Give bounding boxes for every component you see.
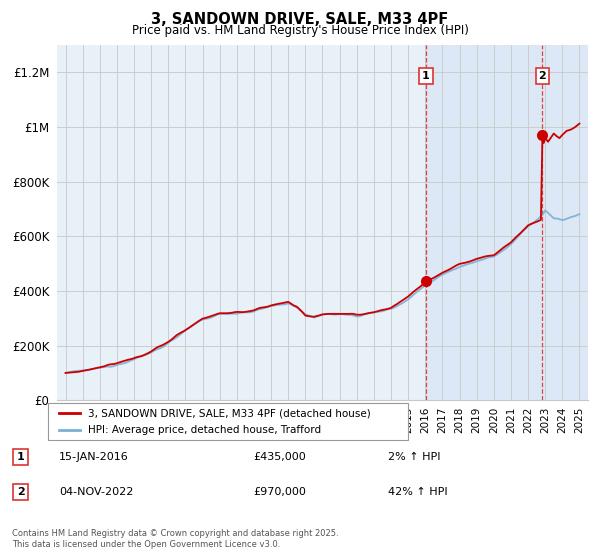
Text: 1: 1 bbox=[17, 452, 25, 462]
Text: 2: 2 bbox=[539, 71, 547, 81]
Bar bbox=[426, 45, 542, 400]
Text: 42% ↑ HPI: 42% ↑ HPI bbox=[388, 487, 448, 497]
FancyBboxPatch shape bbox=[48, 403, 408, 440]
Text: Contains HM Land Registry data © Crown copyright and database right 2025.
This d: Contains HM Land Registry data © Crown c… bbox=[12, 529, 338, 549]
Text: HPI: Average price, detached house, Trafford: HPI: Average price, detached house, Traf… bbox=[88, 425, 321, 435]
Text: 15-JAN-2016: 15-JAN-2016 bbox=[59, 452, 128, 462]
Bar bbox=[542, 45, 588, 400]
Text: Price paid vs. HM Land Registry's House Price Index (HPI): Price paid vs. HM Land Registry's House … bbox=[131, 24, 469, 37]
Text: 1: 1 bbox=[422, 71, 430, 81]
Text: £970,000: £970,000 bbox=[253, 487, 306, 497]
Text: 2: 2 bbox=[17, 487, 25, 497]
Text: 3, SANDOWN DRIVE, SALE, M33 4PF (detached house): 3, SANDOWN DRIVE, SALE, M33 4PF (detache… bbox=[88, 408, 370, 418]
Text: 2% ↑ HPI: 2% ↑ HPI bbox=[388, 452, 440, 462]
Text: 04-NOV-2022: 04-NOV-2022 bbox=[59, 487, 133, 497]
Text: 3, SANDOWN DRIVE, SALE, M33 4PF: 3, SANDOWN DRIVE, SALE, M33 4PF bbox=[151, 12, 449, 27]
Text: £435,000: £435,000 bbox=[253, 452, 306, 462]
